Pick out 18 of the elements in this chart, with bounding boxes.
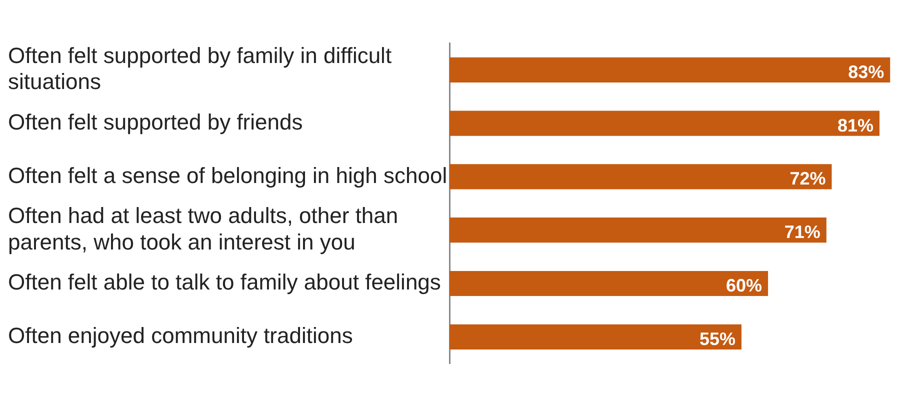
data-label: 71% [784, 222, 820, 242]
bar [450, 110, 880, 136]
y-tick-label: Often felt supported by friends [8, 109, 303, 134]
data-label: 60% [726, 275, 762, 296]
data-label: 81% [837, 115, 874, 136]
bar [450, 57, 890, 82]
y-tick-label: Often felt supported by family in difficult situations [8, 42, 392, 94]
y-tick-label: Often felt able to talk to family about feelings [8, 270, 441, 295]
y-tick-label: Often enjoyed community traditions [8, 322, 353, 348]
data-label: 72% [790, 168, 826, 189]
bar [450, 270, 768, 296]
data-label: 55% [699, 328, 736, 349]
y-tick-label: Often felt a sense of belonging in high school [8, 162, 448, 188]
bar [450, 218, 826, 243]
bar [450, 324, 742, 350]
data-label: 83% [848, 62, 884, 82]
y-tick-label: Often had at least two adults, other than parents, who took an interest in you [8, 202, 398, 254]
bar [450, 164, 832, 190]
